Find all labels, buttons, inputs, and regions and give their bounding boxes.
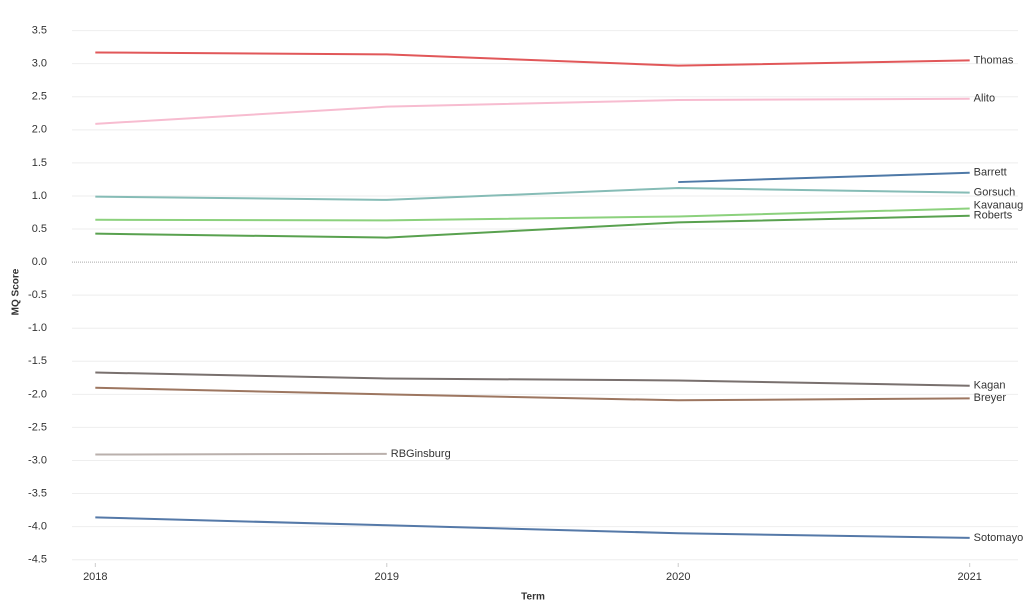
x-tick-label: 2021 [957,571,981,583]
x-axis-title: Term [521,592,545,603]
y-tick-label: -1.5 [28,355,47,367]
series-label: Sotomayor [974,532,1024,544]
series-label: Kagan [974,380,1006,392]
series-line [95,97,970,125]
y-tick-label: 1.5 [32,157,47,169]
y-tick-label: -0.5 [28,289,47,301]
y-tick-label: -2.5 [28,421,47,433]
y-tick-label: -4.0 [28,521,47,533]
series-line [95,207,970,222]
series-line [95,371,970,387]
y-tick-label: 0.0 [32,256,47,268]
y-tick-label: -1.0 [28,322,47,334]
series-line [678,171,970,184]
series-label: Breyer [974,392,1007,404]
y-tick-label: -3.0 [28,454,47,466]
y-tick-label: 2.5 [32,91,47,103]
series-label: Kavanaugh [974,199,1024,211]
y-tick-label: 3.5 [32,25,47,37]
series-label: Alito [974,93,995,105]
y-tick-label: -3.5 [28,487,47,499]
series-line [95,214,970,239]
series-label: RBGinsburg [391,448,451,460]
y-tick-label: -4.5 [28,554,47,566]
y-axis-title: MQ Score [11,268,22,315]
series-label: Barrett [974,167,1007,179]
series-line [95,51,970,67]
x-tick-label: 2018 [83,571,107,583]
series-label: Roberts [974,209,1013,221]
series-line [95,386,970,402]
series-line [95,452,387,456]
y-tick-label: -2.0 [28,388,47,400]
y-tick-label: 1.0 [32,190,47,202]
x-tick-label: 2019 [375,571,399,583]
y-tick-label: 2.0 [32,124,47,136]
y-tick-label: 3.0 [32,58,47,70]
series-label: Gorsuch [974,187,1016,199]
series-line [95,516,970,539]
x-tick-label: 2020 [666,571,690,583]
series-line [95,187,970,201]
series-label: Thomas [974,54,1014,66]
y-tick-label: 0.5 [32,223,47,235]
